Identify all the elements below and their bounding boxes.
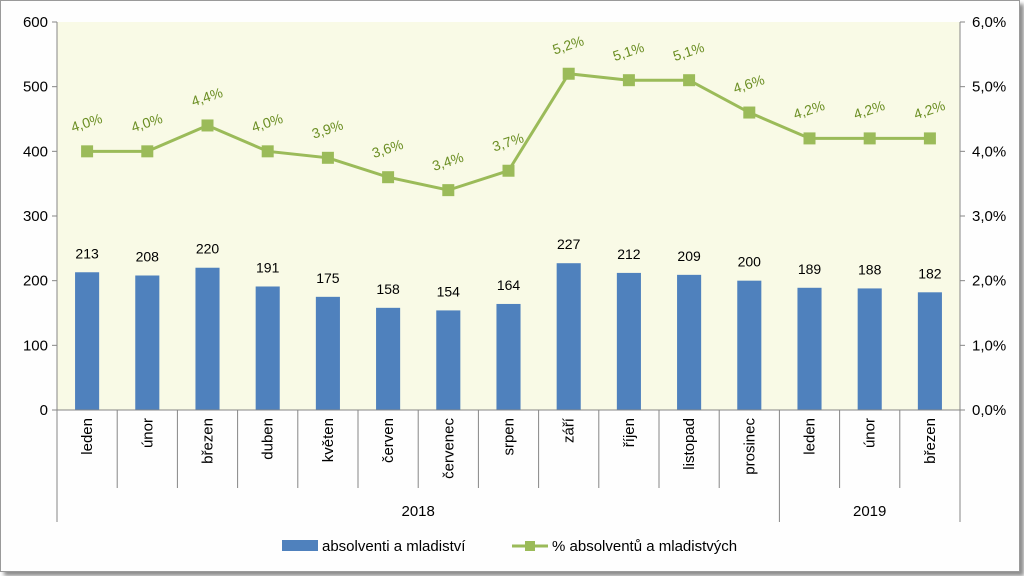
legend-bar-label: absolventi a mladiství (322, 538, 466, 555)
category-label: říjen (621, 418, 638, 447)
category-label: leden (79, 418, 96, 455)
line-marker (321, 151, 334, 164)
line-marker (502, 164, 515, 177)
legend: absolventi a mladiství % absolventů a ml… (282, 538, 737, 555)
right-tick-label: 5,0% (972, 79, 1006, 96)
bar (135, 275, 160, 410)
category-label: únor (139, 418, 156, 448)
line-marker (923, 132, 936, 145)
left-tick-label: 0 (40, 402, 48, 419)
bar-value-label: 182 (918, 265, 942, 281)
line-marker (683, 74, 696, 87)
year-label: 2018 (402, 503, 435, 520)
bar (255, 286, 280, 410)
legend-bar-swatch (282, 540, 318, 551)
right-tick-label: 6,0% (972, 14, 1006, 31)
right-axis: 0,0% 1,0% 2,0% 3,0% 4,0% 5,0% 6,0% (959, 14, 1006, 419)
bar (857, 288, 882, 410)
left-tick-label: 100 (23, 337, 48, 354)
bar-series (75, 263, 942, 410)
left-tick-label: 300 (23, 208, 48, 225)
legend-line-marker (525, 541, 535, 551)
category-label: září (561, 417, 578, 443)
category-label: červenec (440, 418, 457, 479)
bar-value-label: 175 (316, 270, 340, 286)
category-label: květen (320, 418, 337, 462)
left-tick-label: 200 (23, 273, 48, 290)
line-marker (622, 74, 635, 87)
bar (315, 296, 340, 410)
line-marker (201, 119, 214, 132)
bar (376, 307, 401, 410)
bar (556, 263, 581, 410)
right-tick-label: 3,0% (972, 208, 1006, 225)
category-label: srpen (501, 418, 518, 456)
category-label: listopad (681, 418, 698, 470)
left-tick-label: 500 (23, 79, 48, 96)
year-label: 2019 (853, 503, 886, 520)
bar-value-label: 208 (136, 248, 160, 264)
bar (436, 310, 461, 410)
line-marker (562, 67, 575, 80)
left-tick-label: 400 (23, 143, 48, 160)
bar-value-label: 213 (75, 245, 99, 261)
bar (75, 272, 100, 410)
bar (917, 292, 942, 410)
bar (195, 267, 220, 410)
bar (496, 303, 521, 410)
line-marker (863, 132, 876, 145)
legend-line-label: % absolventů a mladistvých (552, 538, 737, 555)
left-axis: 0 100 200 300 400 500 600 (23, 14, 58, 419)
bar-value-label: 191 (256, 259, 280, 275)
right-tick-label: 0,0% (972, 402, 1006, 419)
category-label: leden (802, 418, 819, 455)
bar-value-label: 189 (798, 261, 822, 277)
line-marker (442, 184, 455, 197)
bar-value-label: 209 (677, 248, 701, 264)
category-label: březen (922, 418, 939, 464)
bar-value-label: 220 (196, 241, 220, 257)
right-tick-label: 1,0% (972, 337, 1006, 354)
bar (616, 272, 641, 410)
bar-value-label: 158 (376, 281, 400, 297)
bar-value-label: 164 (497, 277, 521, 293)
line-marker (81, 145, 94, 158)
bar-value-label: 227 (557, 236, 581, 252)
category-label: červen (380, 418, 397, 463)
line-marker (141, 145, 154, 158)
bar (677, 274, 702, 410)
bar-value-label: 154 (437, 283, 461, 299)
right-tick-label: 4,0% (972, 143, 1006, 160)
bar-data-labels: 213 208 220 191 175 158 154 164 227 212 209 200 189 1… (75, 236, 941, 299)
category-label: prosinec (741, 418, 758, 475)
bar (737, 280, 762, 410)
line-series (81, 67, 936, 197)
bar-value-label: 200 (738, 254, 762, 270)
bar (797, 287, 822, 410)
bar-value-label: 212 (617, 246, 641, 262)
left-tick-label: 600 (23, 14, 48, 31)
category-label: březen (200, 418, 217, 464)
category-axis: leden únor březen duben květen červen červenec… (56, 409, 961, 522)
line-marker (803, 132, 816, 145)
right-tick-label: 2,0% (972, 273, 1006, 290)
category-label: duben (260, 418, 277, 460)
category-label: únor (862, 418, 879, 448)
line-marker (382, 171, 395, 184)
bar-value-label: 188 (858, 261, 882, 277)
line-marker (261, 145, 274, 158)
line-marker (743, 106, 756, 119)
